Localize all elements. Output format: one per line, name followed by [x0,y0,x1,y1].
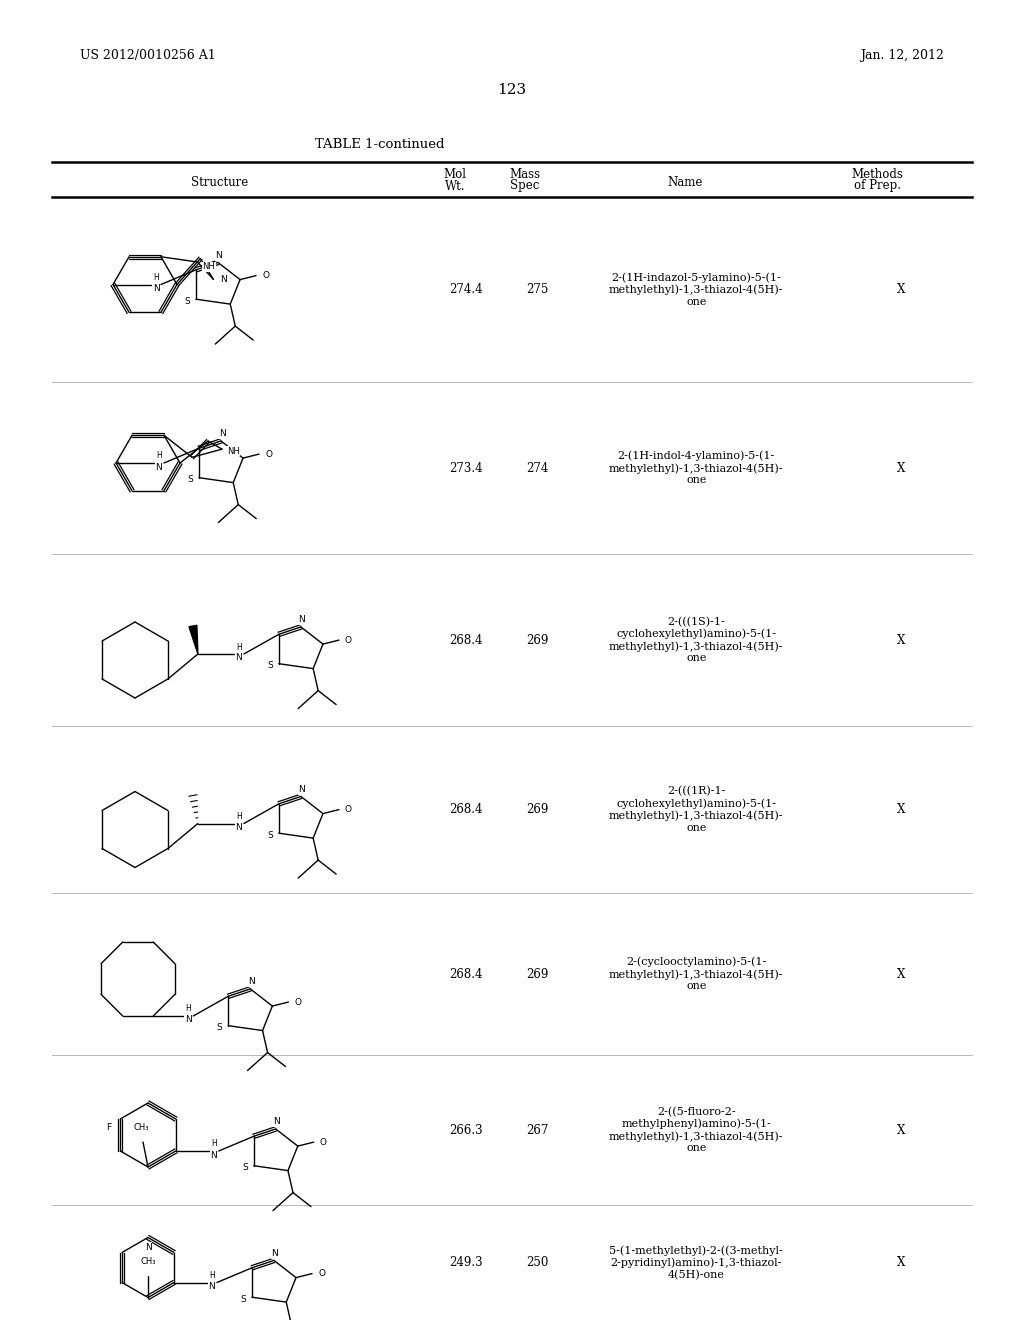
Text: Structure: Structure [191,177,249,190]
Text: N: N [219,429,225,438]
Text: H: H [185,1005,191,1014]
Text: 274: 274 [526,462,549,474]
Text: X: X [897,1123,905,1137]
Text: CH₃: CH₃ [140,1257,156,1266]
Text: 266.3: 266.3 [450,1123,482,1137]
Text: H: H [211,1139,217,1148]
Text: H: H [156,451,162,461]
Text: Mol: Mol [443,169,467,181]
Text: N: N [299,615,305,624]
Text: 268.4: 268.4 [450,634,482,647]
Text: N: N [156,462,163,471]
Text: N: N [220,275,227,284]
Text: 2-(((1R)-1-
cyclohexylethyl)amino)-5-(1-
methylethyl)-1,3-thiazol-4(5H)-
one: 2-(((1R)-1- cyclohexylethyl)amino)-5-(1-… [609,787,783,833]
Text: O: O [262,271,269,280]
Text: N: N [216,251,222,260]
Text: 2-(cyclooctylamino)-5-(1-
methylethyl)-1,3-thiazol-4(5H)-
one: 2-(cyclooctylamino)-5-(1- methylethyl)-1… [609,957,783,991]
Text: 2-((5-fluoro-2-
methylphenyl)amino)-5-(1-
methylethyl)-1,3-thiazol-4(5H)-
one: 2-((5-fluoro-2- methylphenyl)amino)-5-(1… [609,1106,783,1154]
Text: N: N [236,822,243,832]
Text: N: N [271,1249,279,1258]
Text: NH: NH [203,263,215,272]
Text: 2-(1H-indol-4-ylamino)-5-(1-
methylethyl)-1,3-thiazol-4(5H)-
one: 2-(1H-indol-4-ylamino)-5-(1- methylethyl… [609,451,783,486]
Text: N: N [185,1015,191,1024]
Text: Name: Name [668,177,702,190]
Text: 269: 269 [526,803,549,816]
Text: O: O [265,450,272,458]
Text: 274.4: 274.4 [450,282,482,296]
Text: 269: 269 [526,968,549,981]
Text: 268.4: 268.4 [450,803,482,816]
Text: F: F [105,1122,111,1131]
Text: NH: NH [227,446,240,455]
Text: Spec: Spec [510,180,540,193]
Text: N: N [299,785,305,793]
Text: N: N [144,1243,152,1251]
Text: X: X [897,968,905,981]
Text: N: N [236,653,243,663]
Text: CH₃: CH₃ [133,1123,148,1133]
Text: S: S [184,297,189,306]
Text: Methods: Methods [851,169,903,181]
Text: 275: 275 [526,282,549,296]
Text: 2-(((1S)-1-
cyclohexylethyl)amino)-5-(1-
methylethyl)-1,3-thiazol-4(5H)-
one: 2-(((1S)-1- cyclohexylethyl)amino)-5-(1-… [609,616,783,663]
Text: X: X [897,282,905,296]
Text: 250: 250 [526,1257,549,1269]
Text: X: X [897,462,905,474]
Text: N: N [209,1282,215,1291]
Text: S: S [242,1163,248,1172]
Text: of Prep.: of Prep. [853,180,900,193]
Text: S: S [216,1023,222,1032]
Text: TABLE 1-continued: TABLE 1-continued [315,139,444,152]
Text: O: O [345,636,352,644]
Text: O: O [294,998,301,1007]
Text: US 2012/0010256 A1: US 2012/0010256 A1 [80,49,216,62]
Text: S: S [241,1295,246,1304]
Text: O: O [318,1269,325,1278]
Text: N: N [153,284,160,293]
Text: S: S [267,830,272,840]
Text: O: O [319,1138,327,1147]
Text: H: H [154,273,159,282]
Text: 5-(1-methylethyl)-2-((3-methyl-
2-pyridinyl)amino)-1,3-thiazol-
4(5H)-one: 5-(1-methylethyl)-2-((3-methyl- 2-pyridi… [609,1245,783,1280]
Text: N: N [210,1151,217,1159]
Text: X: X [897,634,905,647]
Text: 269: 269 [526,634,549,647]
Text: H: H [209,1271,215,1280]
Text: X: X [897,1257,905,1269]
Text: S: S [267,661,272,671]
Text: N: N [273,1118,281,1126]
Text: 273.4: 273.4 [450,462,482,474]
Text: 249.3: 249.3 [450,1257,482,1269]
Text: O: O [345,805,352,814]
Text: H: H [237,643,242,652]
Text: H: H [237,812,242,821]
Text: Wt.: Wt. [444,180,465,193]
Text: Mass: Mass [509,169,541,181]
Polygon shape [189,626,198,653]
Text: 267: 267 [526,1123,549,1137]
Text: X: X [897,803,905,816]
Text: 2-(1H-indazol-5-ylamino)-5-(1-
methylethyl)-1,3-thiazol-4(5H)-
one: 2-(1H-indazol-5-ylamino)-5-(1- methyleth… [609,272,783,306]
Text: Jan. 12, 2012: Jan. 12, 2012 [860,49,944,62]
Text: N: N [248,977,255,986]
Text: 268.4: 268.4 [450,968,482,981]
Text: 123: 123 [498,83,526,96]
Text: S: S [187,475,193,484]
